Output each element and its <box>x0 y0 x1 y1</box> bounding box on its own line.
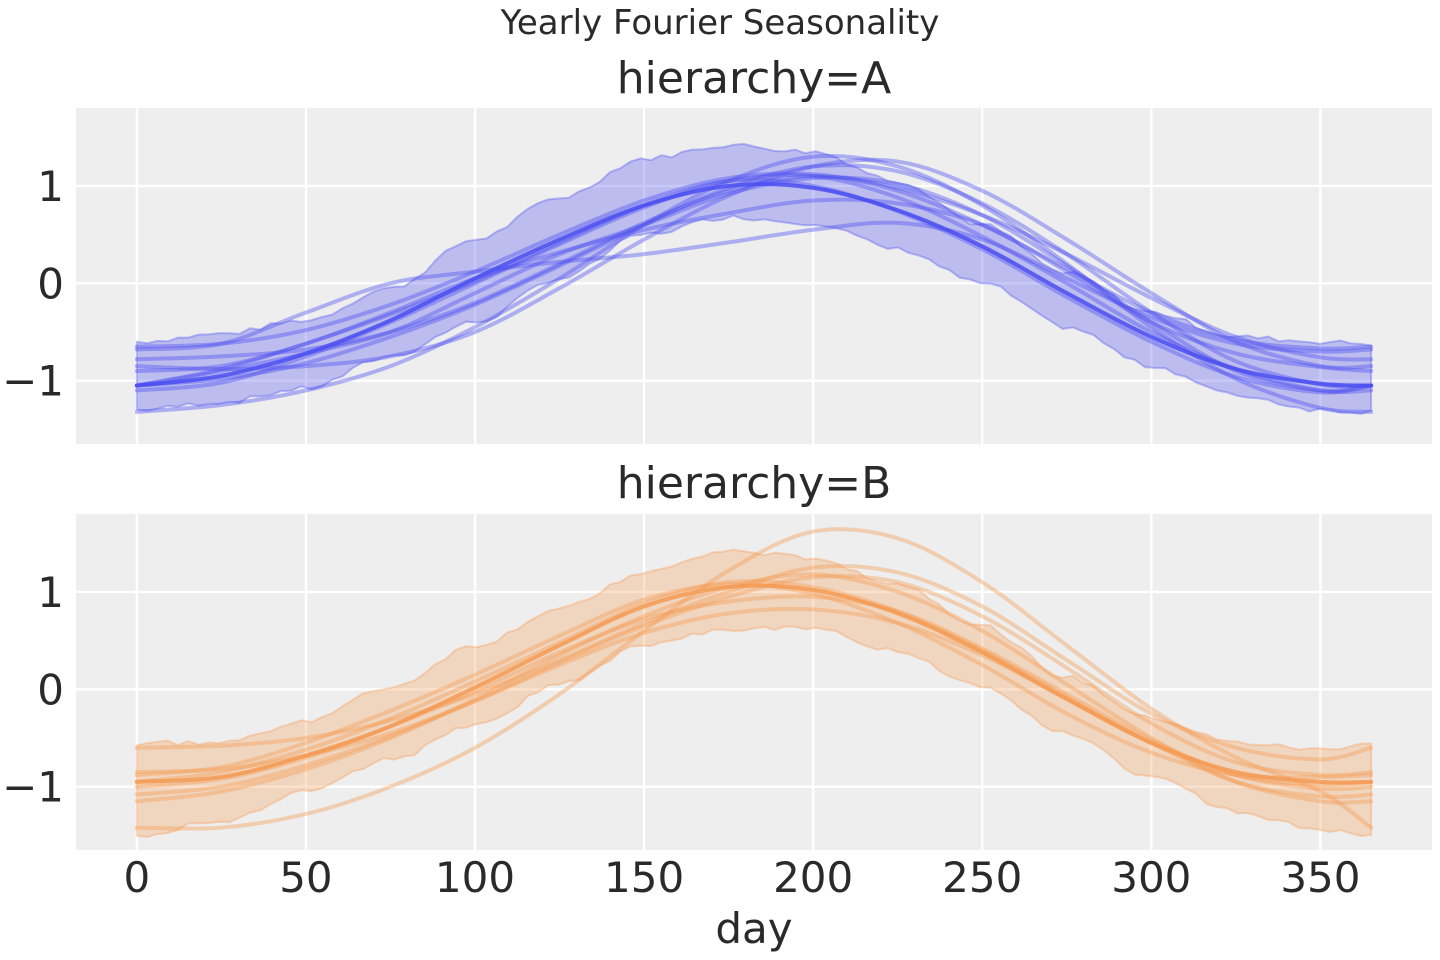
series-layer-a <box>134 142 1374 415</box>
x-tick-label: 150 <box>604 853 684 902</box>
y-tick-label: 0 <box>37 665 64 714</box>
x-tick-label: 350 <box>1280 853 1360 902</box>
sample-line <box>134 606 1374 800</box>
subplot-hierarchy-b: hierarchy=B −1 0 1 0 50 100 150 200 250 300 350 d… <box>2 458 1432 953</box>
y-tick-label: 0 <box>37 259 64 308</box>
sample-line <box>134 153 1374 414</box>
x-tick-label: 250 <box>942 853 1022 902</box>
x-tick-label: 300 <box>1111 853 1191 902</box>
y-tick-label: 1 <box>37 162 64 211</box>
y-tick-label: −1 <box>2 357 64 406</box>
x-tick-label: 0 <box>124 853 151 902</box>
y-tick-label: −1 <box>2 763 64 812</box>
x-tick-label: 200 <box>773 853 853 902</box>
x-axis-b: 0 50 100 150 200 250 300 350 <box>124 853 1361 902</box>
subplot-title-a: hierarchy=A <box>617 53 891 104</box>
subplot-title-b: hierarchy=B <box>617 458 892 509</box>
subplot-hierarchy-a: hierarchy=A −1 0 1 <box>2 53 1432 444</box>
mean-line <box>134 583 1374 785</box>
hdi-band <box>135 142 1373 415</box>
sample-line <box>134 163 1374 389</box>
plot-area-a <box>76 108 1432 444</box>
y-tick-label: 1 <box>37 568 64 617</box>
sample-line <box>134 197 1374 373</box>
sample-line <box>134 220 1374 354</box>
gridlines-b <box>76 514 1432 850</box>
mean-line <box>134 182 1374 388</box>
y-axis-b: −1 0 1 <box>2 568 64 812</box>
series-layer-b <box>134 527 1374 839</box>
hdi-band <box>135 548 1373 839</box>
x-tick-label: 100 <box>435 853 515 902</box>
figure-title: Yearly Fourier Seasonality <box>500 3 940 43</box>
sample-line <box>134 177 1374 395</box>
sample-line <box>134 527 1374 831</box>
y-axis-a: −1 0 1 <box>2 162 64 406</box>
sample-line <box>134 563 1374 762</box>
x-tick-label: 50 <box>279 853 332 902</box>
sample-line <box>134 157 1374 372</box>
x-axis-label: day <box>715 904 792 953</box>
sample-line <box>134 171 1374 351</box>
plot-area-b <box>76 514 1432 850</box>
